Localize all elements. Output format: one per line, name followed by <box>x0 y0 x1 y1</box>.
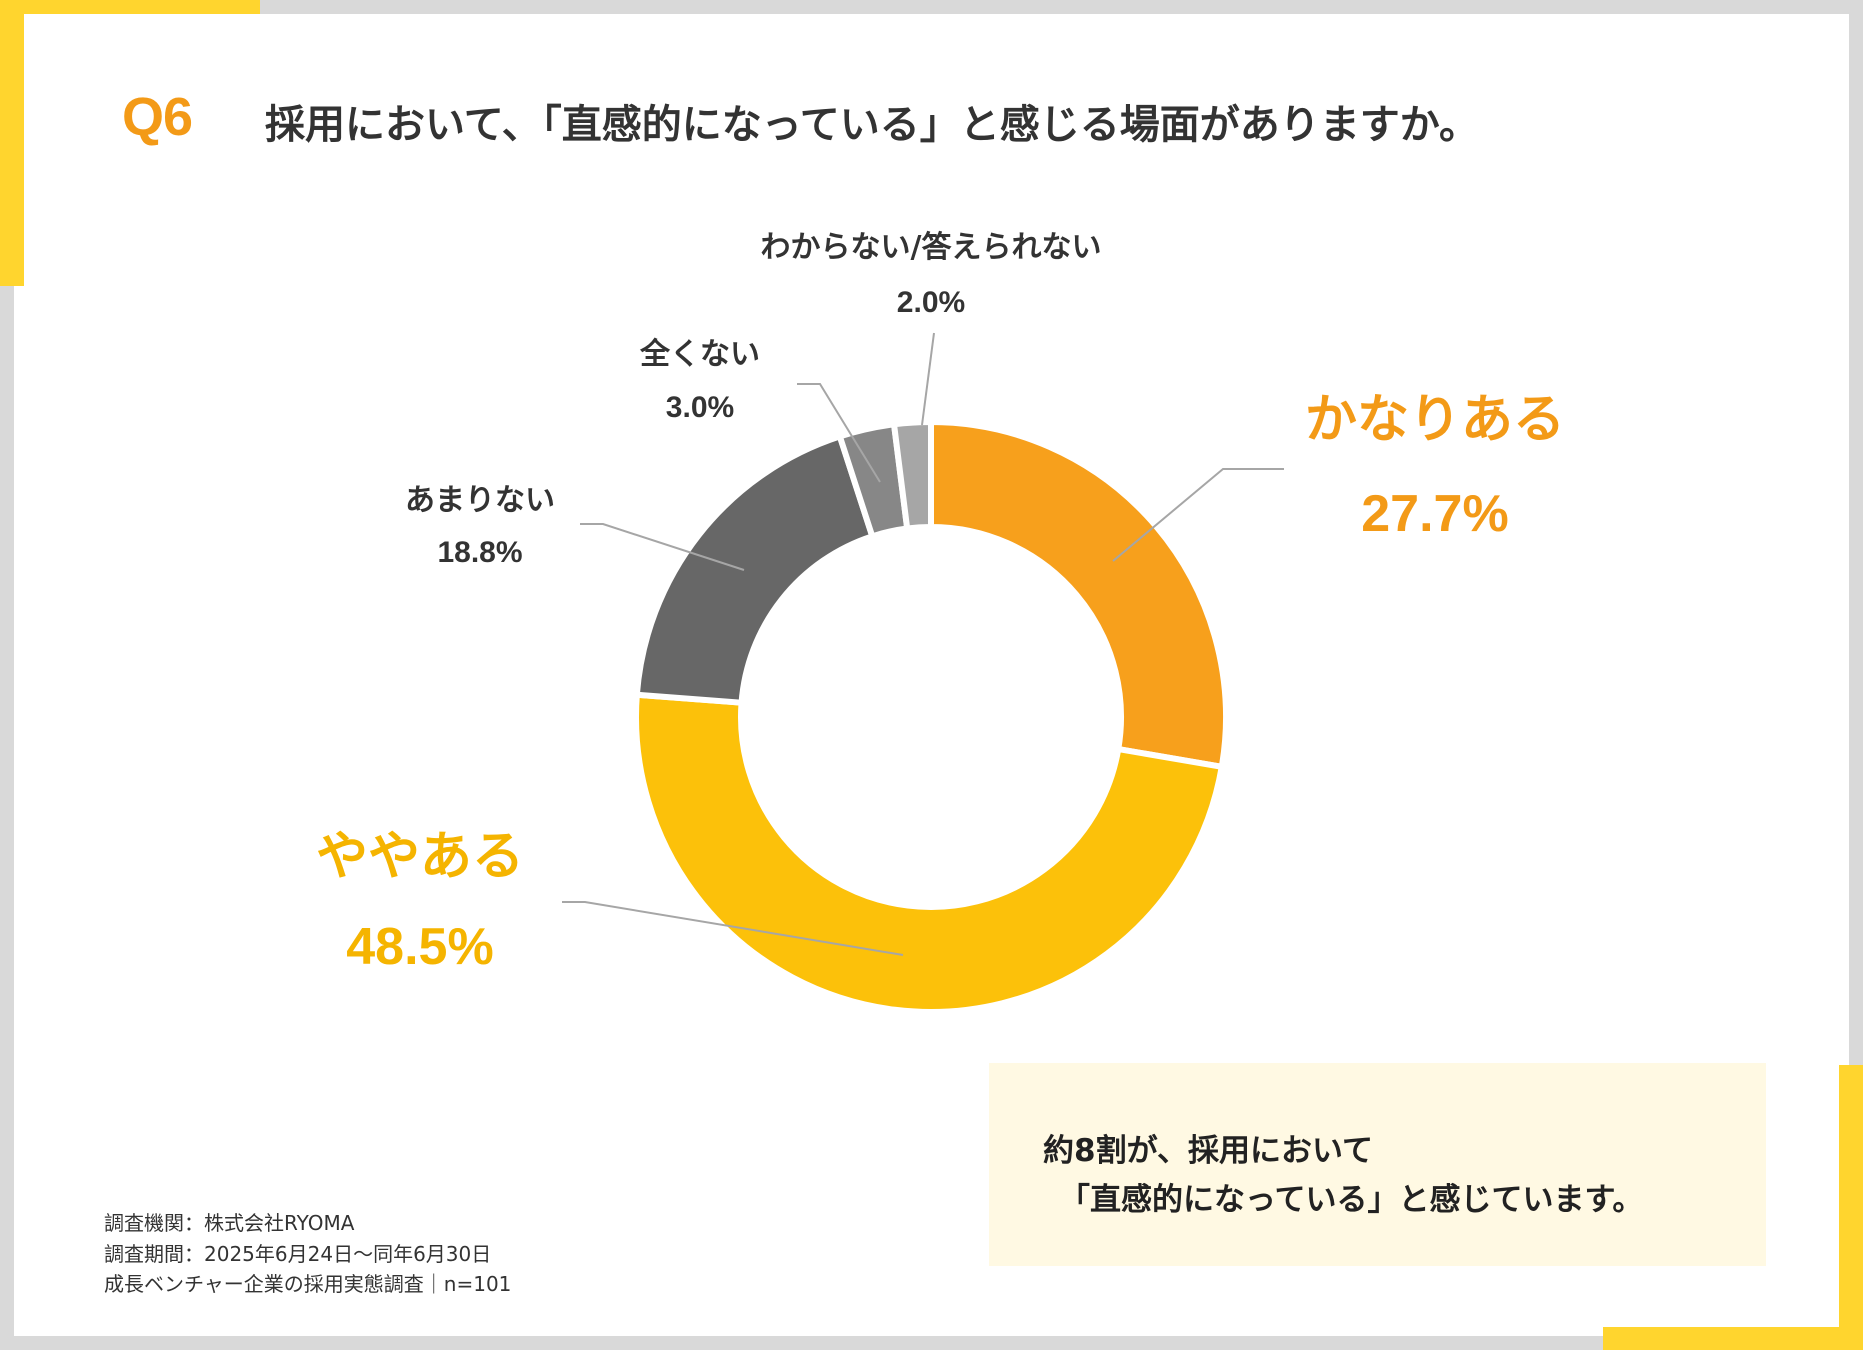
category-label-wakaranai: わからない/答えられない <box>761 230 1102 265</box>
summary-line-2: 「直感的になっている」と感じています。 <box>1059 1182 1644 1218</box>
value-label-amari-nai: 18.8% <box>437 536 522 569</box>
bottom-right-accent-horizontal <box>1603 1327 1863 1350</box>
category-label-kanari-aru: かなりある <box>1305 390 1565 450</box>
slice-kanari-aru <box>928 418 1229 771</box>
source-period: 調査期間：2025年6月24日～同年6月30日 <box>104 1242 492 1266</box>
source-survey: 成長ベンチャー企業の採用実態調査｜n=101 <box>104 1272 512 1296</box>
question-text: 採用において、「直感的になっている」と感じる場面がありますか。 <box>265 102 1479 148</box>
value-label-wakaranai: 2.0% <box>897 286 965 319</box>
leader-line-mattaku-nai <box>797 383 881 483</box>
leader-line-kanari-aru <box>1112 468 1284 562</box>
category-label-mattaku-nai: 全くない <box>639 337 760 372</box>
value-label-kanari-aru: 27.7% <box>1361 485 1508 543</box>
top-left-accent-horizontal <box>0 0 260 14</box>
slice-wakaranai <box>890 418 934 532</box>
summary-box: 約8割が、採用において 「直感的になっている」と感じています。 <box>989 1063 1766 1266</box>
value-label-yaya-aru: 48.5% <box>346 918 493 976</box>
category-label-yaya-aru: ややある <box>316 827 524 887</box>
category-label-amari-nai: あまりない <box>405 483 555 518</box>
slice-amari-nai <box>633 432 877 706</box>
question-number: Q6 <box>122 87 193 147</box>
source-organization: 調査機関：株式会社RYOMA <box>104 1211 355 1235</box>
summary-line-1: 約8割が、採用において <box>1043 1133 1374 1169</box>
leader-line-amari-nai <box>580 523 745 571</box>
leader-line-wakaranai <box>921 332 935 426</box>
top-left-accent-vertical <box>0 0 24 286</box>
bottom-right-accent-vertical <box>1839 1065 1863 1350</box>
slice-yaya-aru <box>633 691 1226 1016</box>
value-label-mattaku-nai: 3.0% <box>666 391 734 424</box>
leader-line-yaya-aru <box>562 901 904 956</box>
